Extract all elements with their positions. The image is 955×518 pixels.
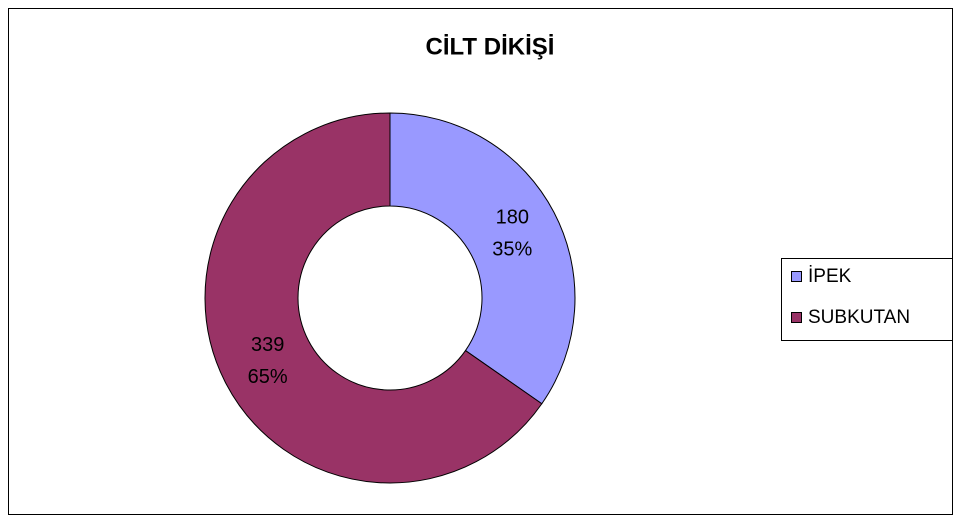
legend-label: SUBKUTAN (808, 307, 910, 328)
percent-label: 35% (492, 238, 532, 260)
donut-slice (204, 112, 543, 484)
data-label: 339 (251, 334, 284, 356)
donut-slice (389, 112, 576, 405)
legend-swatch (791, 312, 802, 323)
data-label: 180 (496, 206, 529, 228)
legend-label: İPEK (808, 266, 852, 287)
legend-box (781, 258, 953, 341)
percent-label: 65% (248, 366, 288, 388)
legend-swatch (791, 271, 802, 282)
chart-title: CİLT DİKİŞİ (426, 33, 555, 60)
